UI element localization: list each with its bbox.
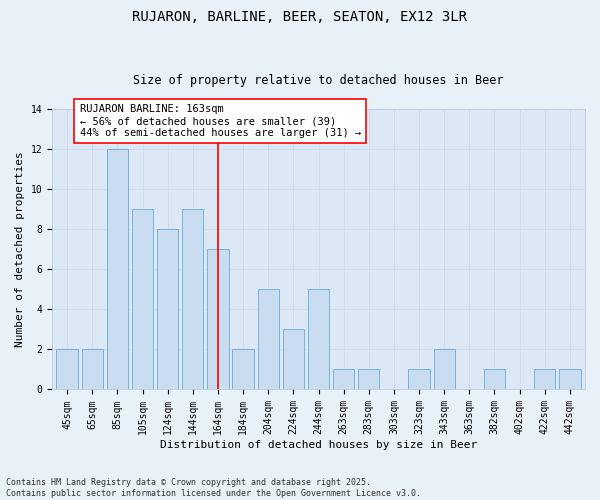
Bar xyxy=(157,229,178,390)
Bar xyxy=(107,149,128,390)
X-axis label: Distribution of detached houses by size in Beer: Distribution of detached houses by size … xyxy=(160,440,477,450)
Bar xyxy=(358,370,379,390)
Bar xyxy=(182,209,203,390)
Text: RUJARON, BARLINE, BEER, SEATON, EX12 3LR: RUJARON, BARLINE, BEER, SEATON, EX12 3LR xyxy=(133,10,467,24)
Text: RUJARON BARLINE: 163sqm
← 56% of detached houses are smaller (39)
44% of semi-de: RUJARON BARLINE: 163sqm ← 56% of detache… xyxy=(80,104,361,138)
Bar xyxy=(82,350,103,390)
Bar xyxy=(232,350,254,390)
Bar xyxy=(484,370,505,390)
Y-axis label: Number of detached properties: Number of detached properties xyxy=(15,152,25,347)
Bar xyxy=(132,209,153,390)
Text: Contains HM Land Registry data © Crown copyright and database right 2025.
Contai: Contains HM Land Registry data © Crown c… xyxy=(6,478,421,498)
Bar xyxy=(409,370,430,390)
Bar xyxy=(308,290,329,390)
Bar xyxy=(333,370,355,390)
Bar xyxy=(559,370,581,390)
Bar xyxy=(56,350,78,390)
Bar xyxy=(207,249,229,390)
Bar xyxy=(534,370,556,390)
Bar xyxy=(283,330,304,390)
Title: Size of property relative to detached houses in Beer: Size of property relative to detached ho… xyxy=(133,74,504,87)
Bar xyxy=(434,350,455,390)
Bar xyxy=(257,290,279,390)
